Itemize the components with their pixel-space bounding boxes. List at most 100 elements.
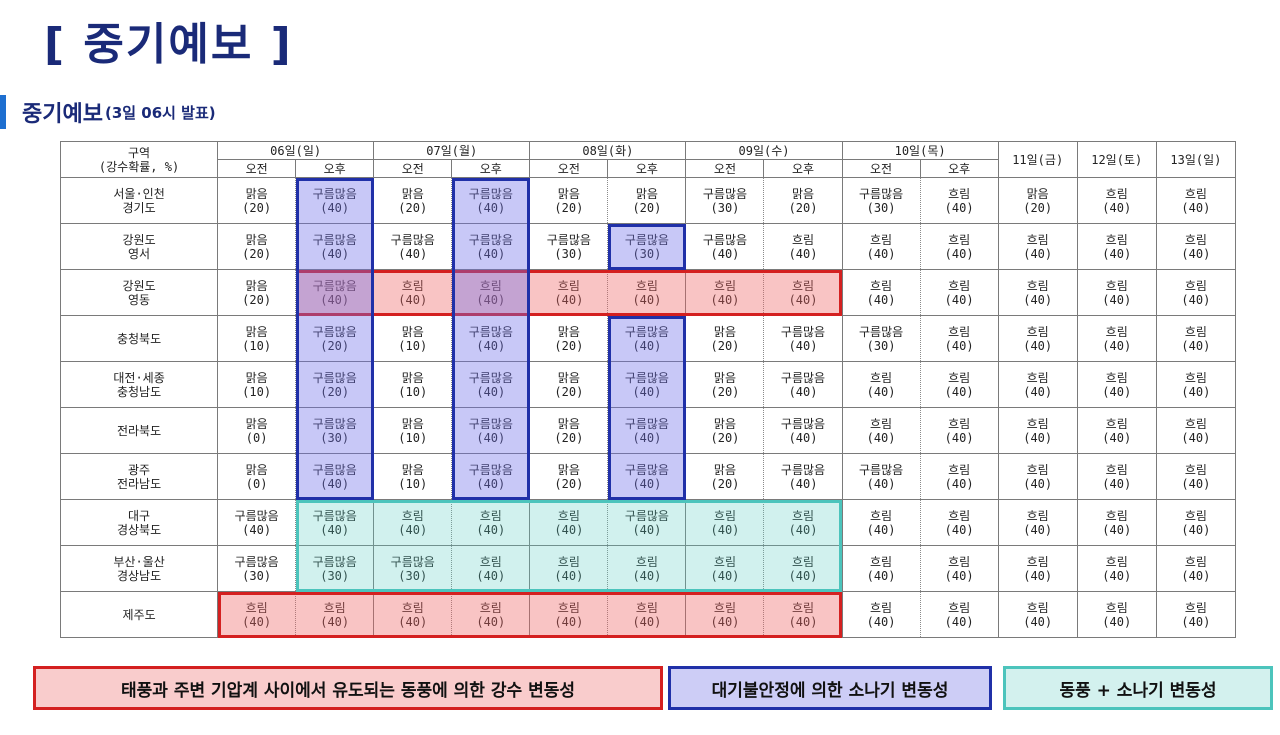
weather-text: 흐림 — [791, 554, 815, 569]
weather-text: 맑음 — [791, 186, 815, 201]
forecast-cell: 구름많음 (40) — [451, 315, 531, 362]
weather-text: 흐림 — [870, 600, 893, 615]
forecast-cell: 흐림 (40) — [373, 269, 453, 316]
forecast-cell: 흐림 (40) — [763, 591, 843, 638]
table-row: 충청북도 맑음 (10) 구름많음 (20) 맑음 (10) 구름많음 (40) 맑음 (20) 구름… — [59, 315, 1237, 362]
precip-probability: (20) — [788, 200, 818, 215]
forecast-cell: 흐림 (40) — [841, 223, 921, 270]
forecast-cell: 흐림 (40) — [763, 223, 843, 270]
forecast-cell: 흐림 (40) — [451, 545, 531, 592]
forecast-cell: 흐림 (40) — [841, 269, 921, 316]
forecast-cell: 구름많음 (30) — [841, 315, 921, 362]
region-name: 경상남도 — [116, 568, 162, 583]
forecast-cell: 흐림 (40) — [295, 591, 375, 638]
forecast-cell: 맑음 (20) — [529, 453, 609, 500]
forecast-cell: 흐림 (40) — [1076, 545, 1157, 592]
forecast-cell: 맑음 (20) — [373, 177, 453, 224]
pm-header: 오후 — [919, 159, 999, 178]
forecast-cell: 구름많음 (30) — [841, 177, 921, 224]
section-title: 중기예보 — [22, 102, 103, 127]
weather-text: 구름많음 — [858, 324, 904, 339]
region-cell: 대구 경상북도 — [59, 499, 219, 546]
precip-probability: (40) — [1102, 338, 1132, 353]
weather-text: 맑음 — [245, 324, 268, 339]
forecast-cell: 구름많음 (30) — [607, 223, 687, 270]
precip-probability: (40) — [866, 522, 896, 537]
weather-text: 흐림 — [1026, 600, 1049, 615]
precip-probability: (0) — [245, 430, 268, 445]
forecast-cell: 흐림 (40) — [1155, 453, 1237, 500]
forecast-cell: 흐림 (40) — [451, 499, 531, 546]
forecast-cell: 맑음 (10) — [373, 407, 453, 454]
forecast-cell: 흐림 (40) — [451, 269, 531, 316]
weather-text: 흐림 — [1026, 324, 1049, 339]
precip-probability: (40) — [944, 200, 974, 215]
forecast-cell: 흐림 (40) — [1155, 177, 1237, 224]
forecast-cell: 구름많음 (40) — [607, 407, 687, 454]
precip-probability: (40) — [320, 200, 350, 215]
day-header: 11일(금) — [997, 141, 1078, 178]
forecast-cell: 흐림 (40) — [919, 269, 999, 316]
weather-text: 흐림 — [635, 554, 658, 569]
forecast-cell: 흐림 (40) — [997, 223, 1078, 270]
region-header-line-2: (강수확률, %) — [98, 159, 180, 174]
weather-text: 흐림 — [1105, 462, 1128, 477]
forecast-cell: 흐림 (40) — [763, 499, 843, 546]
precip-probability: (10) — [242, 338, 272, 353]
precip-probability: (40) — [476, 384, 506, 399]
forecast-cell: 흐림 (40) — [919, 361, 999, 408]
precip-probability: (40) — [1102, 246, 1132, 261]
precip-probability: (20) — [554, 338, 584, 353]
day-header: 08일(화) — [529, 141, 687, 160]
pm-header: 오후 — [607, 159, 687, 178]
forecast-cell: 맑음 (0) — [217, 453, 297, 500]
weather-text: 구름많음 — [468, 324, 513, 339]
forecast-cell: 구름많음 (40) — [451, 453, 531, 500]
forecast-cell: 흐림 (40) — [841, 499, 921, 546]
precip-probability: (40) — [1181, 522, 1211, 537]
precip-probability: (40) — [632, 522, 662, 537]
forecast-cell: 구름많음 (20) — [295, 361, 375, 408]
legend-combined: 동풍 + 소나기 변동성 — [1003, 666, 1273, 710]
forecast-cell: 흐림 (40) — [997, 269, 1078, 316]
pm-header: 오후 — [451, 159, 531, 178]
precip-probability: (20) — [632, 200, 662, 215]
weather-text: 맑음 — [245, 416, 268, 431]
weather-text: 흐림 — [479, 278, 502, 293]
precip-probability: (40) — [866, 384, 896, 399]
weather-text: 흐림 — [1105, 554, 1128, 569]
precip-probability: (40) — [710, 246, 740, 261]
precip-probability: (40) — [320, 246, 350, 261]
weather-text: 구름많음 — [780, 462, 826, 477]
weather-text: 흐림 — [713, 278, 736, 293]
weather-text: 맑음 — [401, 416, 424, 431]
precip-probability: (40) — [944, 292, 974, 307]
weather-text: 흐림 — [870, 554, 893, 569]
region-header-line-1: 구역 — [128, 145, 151, 160]
weather-text: 흐림 — [401, 600, 424, 615]
weather-text: 흐림 — [557, 278, 580, 293]
weather-text: 구름많음 — [624, 324, 669, 339]
forecast-cell: 흐림 (40) — [919, 177, 999, 224]
weather-text: 흐림 — [635, 278, 658, 293]
forecast-cell: 흐림 (40) — [763, 545, 843, 592]
precip-probability: (40) — [944, 476, 974, 491]
precip-probability: (40) — [1023, 246, 1053, 261]
weather-text: 흐림 — [713, 508, 736, 523]
weather-text: 구름많음 — [780, 370, 826, 385]
weather-text: 흐림 — [948, 324, 971, 339]
pm-header: 오후 — [763, 159, 843, 178]
precip-probability: (40) — [476, 246, 506, 261]
region-name: 영동 — [128, 292, 151, 307]
weather-text: 맑음 — [245, 278, 268, 293]
weather-text: 구름많음 — [312, 462, 357, 477]
weather-text: 구름많음 — [468, 186, 513, 201]
weather-text: 맑음 — [401, 462, 424, 477]
weather-text: 흐림 — [791, 508, 815, 523]
forecast-cell: 흐림 (40) — [1076, 361, 1157, 408]
forecast-cell: 흐림 (40) — [451, 591, 531, 638]
precip-probability: (40) — [788, 430, 818, 445]
weather-text: 흐림 — [479, 600, 502, 615]
precip-probability: (40) — [320, 522, 350, 537]
forecast-cell: 흐림 (40) — [529, 499, 609, 546]
